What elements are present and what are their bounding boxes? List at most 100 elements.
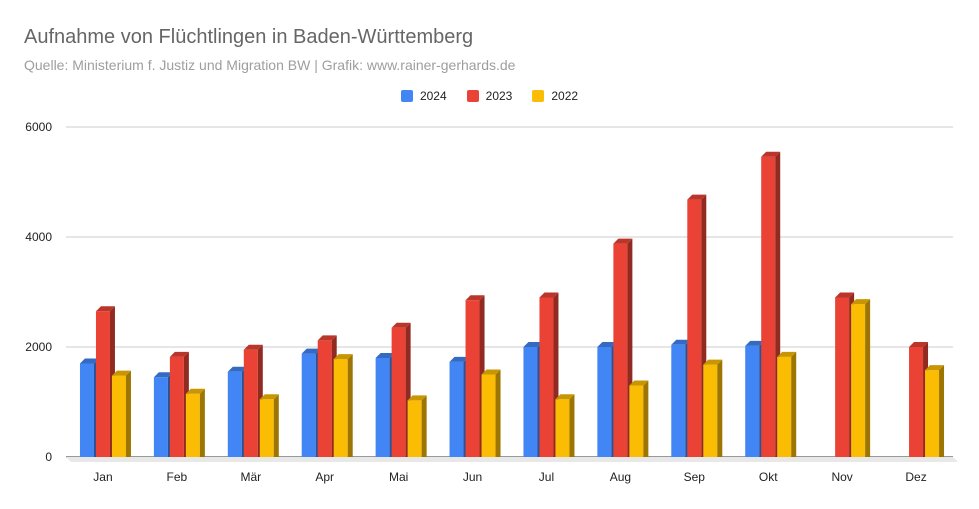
bar-face xyxy=(671,344,686,457)
bar-2022-Jun[interactable] xyxy=(481,369,501,458)
bar-top xyxy=(333,354,353,360)
bar-top xyxy=(449,356,469,362)
bar-2022-Sep[interactable] xyxy=(703,359,723,457)
bar-side xyxy=(717,359,723,457)
bar-top xyxy=(523,342,543,347)
bar-2022-Feb[interactable] xyxy=(185,388,205,457)
y-tick-label: 0 xyxy=(45,450,52,464)
bar-top xyxy=(391,322,411,328)
bar-top xyxy=(703,359,723,365)
bar-face xyxy=(317,340,332,457)
bar-top xyxy=(259,394,279,400)
bar-top xyxy=(745,340,765,346)
bar-top xyxy=(909,342,929,347)
chart-title: Aufnahme von Flüchtlingen in Baden-Württ… xyxy=(24,26,474,48)
legend-item-2023[interactable]: 2023 xyxy=(466,89,513,103)
bar-side xyxy=(569,394,575,457)
bar-side xyxy=(495,369,501,457)
bar-face xyxy=(909,347,924,457)
bar-face xyxy=(169,356,184,457)
x-tick-label: Mär xyxy=(240,470,261,484)
y-tick-label: 4000 xyxy=(25,230,52,244)
bar-top xyxy=(317,335,337,341)
bar-face xyxy=(745,345,760,457)
bars xyxy=(79,151,945,458)
legend-swatch-2023 xyxy=(466,90,479,102)
x-tick-label: Feb xyxy=(167,470,188,484)
chart-floor xyxy=(66,457,958,462)
bar-top xyxy=(185,388,205,394)
x-tick-label: Sep xyxy=(684,470,706,484)
bar-side xyxy=(347,354,353,457)
bar-face xyxy=(687,199,702,457)
bar-face xyxy=(95,311,110,457)
x-tick-label: Dez xyxy=(905,470,926,484)
x-tick-label: Mai xyxy=(389,470,408,484)
bar-top xyxy=(465,295,485,301)
bar-2022-Okt[interactable] xyxy=(777,351,797,457)
bar-face xyxy=(835,297,850,457)
bar-2022-Mai[interactable] xyxy=(407,395,427,457)
bar-face xyxy=(777,356,792,457)
bar-2022-Mär[interactable] xyxy=(259,394,279,457)
bar-face xyxy=(153,377,168,457)
bar-face xyxy=(761,156,776,457)
bar-face xyxy=(481,374,496,457)
bar-face xyxy=(227,371,242,457)
legend-item-2022[interactable]: 2022 xyxy=(532,89,578,103)
bar-face xyxy=(301,353,316,457)
bar-2022-Nov[interactable] xyxy=(851,299,871,457)
chart-legend: 2024 2023 2022 xyxy=(0,89,979,103)
bar-2022-Jan[interactable] xyxy=(111,370,131,457)
bar-face xyxy=(465,300,480,457)
legend-label-2023: 2023 xyxy=(485,89,513,103)
legend-item-2024[interactable]: 2024 xyxy=(400,89,447,103)
bar-2022-Dez[interactable] xyxy=(925,365,945,457)
bar-top xyxy=(407,395,427,401)
bar-top xyxy=(761,151,781,157)
x-tick-label: Okt xyxy=(759,470,778,484)
bar-face xyxy=(449,361,464,457)
x-tick-label: Nov xyxy=(831,470,852,484)
bar-top xyxy=(481,369,501,375)
x-tick-label: Apr xyxy=(315,470,334,484)
bar-face xyxy=(539,297,554,457)
bar-face xyxy=(703,364,718,457)
legend-swatch-2022 xyxy=(532,90,545,102)
axis-labels: 0 2000 4000 6000 Jan Feb Mär Apr Mai Jun Jul Aug Sep… xyxy=(25,120,926,484)
bar-top xyxy=(243,344,263,350)
bar-2022-Aug[interactable] xyxy=(629,380,649,458)
bar-top xyxy=(227,366,247,372)
bar-face xyxy=(925,370,940,457)
bar-top xyxy=(111,370,131,376)
bar-top xyxy=(835,292,855,298)
y-tick-label: 2000 xyxy=(25,340,52,354)
bar-top xyxy=(95,306,115,312)
bar-side xyxy=(791,351,797,457)
bar-top xyxy=(777,351,797,357)
bar-top xyxy=(539,292,559,298)
y-tick-label: 6000 xyxy=(25,120,52,134)
bar-side xyxy=(273,394,279,457)
bar-face xyxy=(243,349,258,457)
x-tick-label: Jul xyxy=(539,470,554,484)
bar-face xyxy=(111,375,126,457)
bar-face xyxy=(555,399,570,457)
bar-top xyxy=(555,394,575,400)
bar-2022-Jul[interactable] xyxy=(555,394,575,457)
bar-face xyxy=(851,304,866,457)
bar-2022-Apr[interactable] xyxy=(333,354,353,457)
bar-face xyxy=(407,400,422,457)
bar-face xyxy=(391,327,406,457)
bar-face xyxy=(629,385,644,457)
bar-face xyxy=(259,399,274,457)
bar-face xyxy=(79,363,94,457)
bar-top xyxy=(687,194,707,200)
floor-strip xyxy=(66,457,958,462)
bar-side xyxy=(865,299,871,457)
legend-label-2024: 2024 xyxy=(419,89,447,103)
bar-top xyxy=(597,342,617,347)
bar-top xyxy=(153,372,173,378)
bar-face xyxy=(375,358,390,457)
bar-top xyxy=(671,339,691,345)
